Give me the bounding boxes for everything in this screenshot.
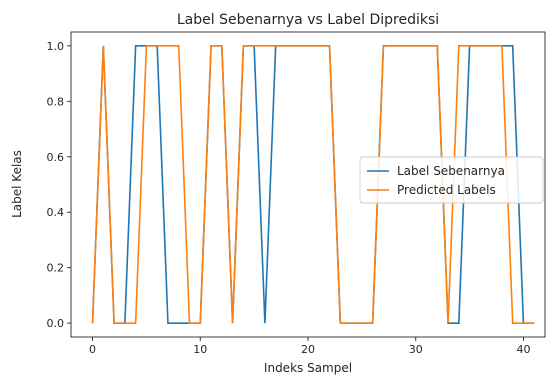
legend-entry-label: Predicted Labels [397, 183, 496, 197]
y-tick-label: 1.0 [47, 40, 65, 53]
y-tick-label: 0.2 [47, 262, 65, 275]
x-axis: 0 10 20 30 40 [89, 337, 530, 356]
x-tick-label: 10 [193, 343, 207, 356]
y-axis-label: Label Kelas [10, 150, 24, 218]
y-tick-label: 0.8 [47, 95, 65, 108]
series-line-predicted-labels [91, 45, 535, 324]
legend-entry-label: Label Sebenarnya [397, 164, 505, 178]
y-tick-label: 0.0 [47, 317, 65, 330]
series-lines [91, 45, 535, 324]
y-tick-label: 0.4 [47, 206, 65, 219]
legend-box [359, 156, 544, 204]
y-axis: 0.0 0.2 0.4 0.6 0.8 1.0 [47, 40, 71, 330]
legend: Label Sebenarnya Predicted Labels [359, 156, 544, 204]
x-axis-label: Indeks Sampel [264, 361, 352, 375]
x-tick-label: 30 [409, 343, 423, 356]
x-tick-label: 0 [89, 343, 96, 356]
x-tick-label: 40 [516, 343, 530, 356]
y-tick-label: 0.6 [47, 151, 65, 164]
x-tick-label: 20 [301, 343, 315, 356]
chart-title: Label Sebenarnya vs Label Diprediksi [177, 12, 439, 28]
